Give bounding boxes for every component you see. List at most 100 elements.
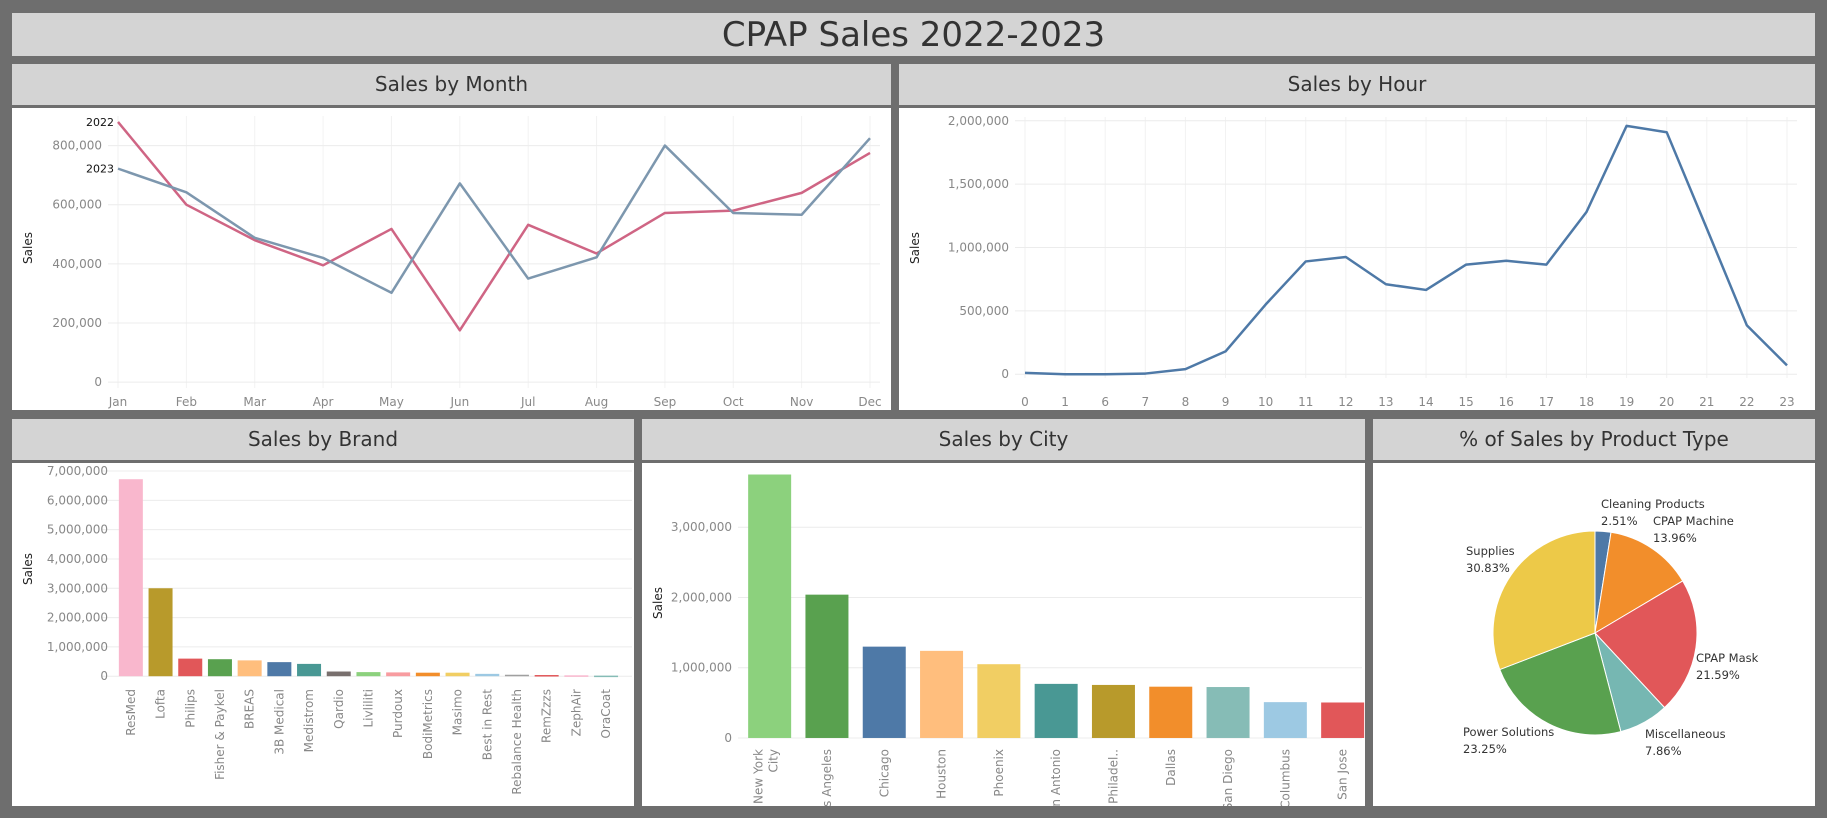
y-tick-label: 600,000 (52, 198, 102, 212)
bar (594, 675, 619, 678)
x-tick-label: Purdoux (391, 689, 405, 738)
series-line-sales (1024, 124, 1788, 376)
pie-slice-percent: 13.96% (1653, 531, 1697, 545)
x-tick-label: 10 (1258, 395, 1273, 409)
x-tick-label: Philips (183, 689, 197, 728)
bar (748, 474, 792, 738)
sales-by-month-panel: 0 200,000 400,000 600,000 800,000 Sales Jan Feb… (12, 108, 891, 410)
bar (1091, 684, 1135, 738)
x-tick-label: Feb (176, 395, 197, 409)
x-tick-label: Qardio (332, 689, 346, 729)
y-tick-label: 400,000 (52, 257, 102, 271)
x-tick-label: 9 (1222, 395, 1230, 409)
sales-by-brand-title: Sales by Brand (12, 419, 634, 460)
sales-by-city-panel: 0 1,000,000 2,000,000 3,000,000 Sales New Yor… (642, 463, 1365, 806)
pie-slice-label: Miscellaneous (1645, 727, 1726, 741)
bar (207, 659, 232, 677)
bar (148, 588, 173, 677)
bar (445, 672, 470, 677)
y-axis-label: Sales (908, 232, 922, 264)
x-tick-label: Jul (520, 395, 535, 409)
x-tick-label: BREAS (243, 689, 257, 729)
pie-slice-percent: 21.59% (1696, 668, 1740, 682)
x-tick-label: 1 (1061, 395, 1069, 409)
x-tick-label: Lofta (154, 689, 168, 719)
bar (564, 675, 589, 677)
series-line-2023 (117, 137, 871, 295)
x-tick-label: Jan (108, 395, 128, 409)
pie-slice (1594, 531, 1684, 634)
bar (1149, 686, 1193, 738)
bar (1206, 687, 1250, 738)
x-tick-label: BodiMetrics (421, 689, 435, 759)
x-tick-label: Dallas (1164, 749, 1178, 786)
x-tick-label: Apr (313, 395, 334, 409)
bar (1321, 702, 1365, 738)
pie-slice (1594, 580, 1698, 709)
product-type-panel: Cleaning Products 2.51% CPAP Machine 13.96%… (1373, 463, 1815, 806)
pie-slice-label: Cleaning Products (1601, 497, 1705, 511)
sales-by-brand-chart: 0 1,000,000 2,000,000 3,000,000 4,000,000 5,0… (21, 464, 632, 795)
pie-slice-label: Power Solutions (1463, 725, 1554, 739)
y-tick-label: 4,000,000 (47, 552, 108, 566)
x-tick-label: Nov (790, 395, 813, 409)
x-tick-label: Jun (449, 395, 469, 409)
x-tick-label: Oct (723, 395, 744, 409)
y-tick-label: 0 (100, 669, 108, 683)
x-tick-label: City (767, 749, 781, 773)
pie-slice-percent: 23.25% (1463, 742, 1507, 756)
bar (475, 673, 500, 677)
pie-slice (1492, 530, 1596, 671)
x-tick-label: 16 (1499, 395, 1514, 409)
bar (237, 660, 262, 677)
x-tick-label: 11 (1298, 395, 1313, 409)
sales-by-month-title: Sales by Month (12, 64, 891, 105)
y-tick-label: 3,000,000 (671, 520, 732, 534)
sales-by-hour-title: Sales by Hour (899, 64, 1815, 105)
x-tick-label: Sep (654, 395, 677, 409)
y-tick-label: 0 (94, 375, 102, 389)
y-tick-label: 6,000,000 (47, 493, 108, 507)
bar (415, 672, 440, 677)
x-tick-label: OraCoat (599, 689, 613, 739)
x-tick-label: San Diego (1221, 749, 1235, 806)
x-tick-label: 0 (1021, 395, 1029, 409)
pie-slice-label: CPAP Machine (1653, 514, 1734, 528)
bar (118, 479, 143, 677)
bar (1034, 683, 1078, 738)
x-tick-label: Fisher & Paykel (213, 689, 227, 780)
bar (356, 672, 381, 677)
bar (805, 594, 849, 738)
y-axis-label: Sales (651, 587, 665, 619)
y-tick-label: 3,000,000 (47, 581, 108, 595)
x-tick-label: Chicago (877, 749, 891, 797)
x-tick-label: 20 (1659, 395, 1674, 409)
x-tick-label: San Antonio (1049, 749, 1063, 806)
pie-slice (1499, 632, 1622, 736)
y-tick-label: 800,000 (52, 139, 102, 153)
y-axis-label: Sales (21, 553, 35, 585)
bar (297, 663, 322, 677)
pie-slice-label: CPAP Mask (1696, 651, 1759, 665)
x-tick-label: 6 (1101, 395, 1109, 409)
x-tick-label: 12 (1338, 395, 1353, 409)
y-tick-label: 1,000,000 (948, 241, 1009, 255)
y-tick-label: 1,000,000 (47, 640, 108, 654)
x-tick-label: May (379, 395, 404, 409)
sales-by-city-title: Sales by City (642, 419, 1365, 460)
y-tick-label: 0 (724, 731, 732, 745)
product-type-pie-chart: Cleaning Products 2.51% CPAP Machine 13.96%… (1463, 497, 1759, 758)
series-line-2022 (117, 121, 871, 332)
bar (326, 671, 351, 677)
x-tick-label: 18 (1579, 395, 1594, 409)
x-tick-label: 13 (1378, 395, 1393, 409)
bar (862, 646, 906, 738)
y-tick-label: 7,000,000 (47, 464, 108, 478)
x-tick-label: ZephAir (569, 689, 583, 736)
x-tick-label: 7 (1141, 395, 1149, 409)
sales-by-hour-panel: 0 500,000 1,000,000 1,500,000 2,000,000 Sales… (899, 108, 1815, 410)
pie-slice-percent: 7.86% (1645, 744, 1682, 758)
y-axis-label: Sales (21, 232, 35, 264)
x-tick-label: 15 (1459, 395, 1474, 409)
y-tick-label: 2,000,000 (47, 611, 108, 625)
